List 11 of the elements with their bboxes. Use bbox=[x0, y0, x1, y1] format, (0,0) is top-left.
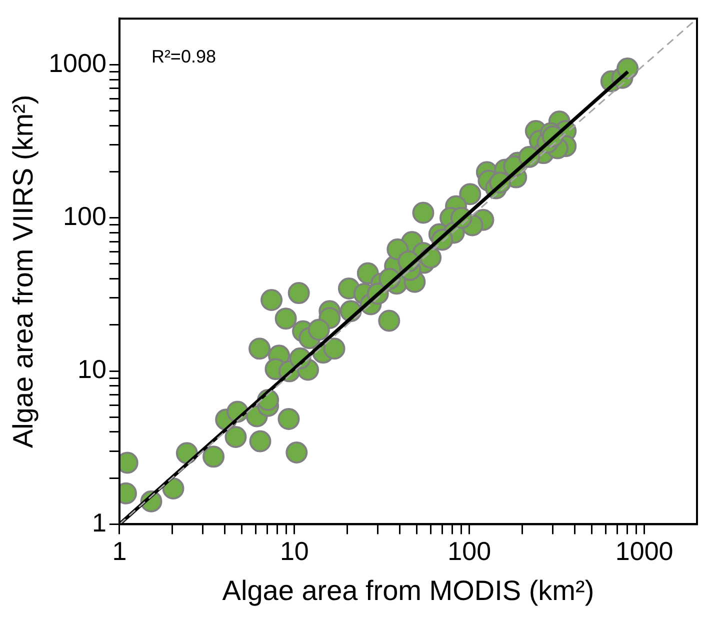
x-tick-label: 1000 bbox=[615, 536, 674, 566]
y-tick-label: 1 bbox=[92, 507, 106, 538]
x-tick-label: 10 bbox=[280, 536, 309, 566]
y-tick-label: 10 bbox=[78, 354, 106, 384]
y-tick-label: 1000 bbox=[48, 48, 106, 78]
x-tick-label: 1 bbox=[112, 536, 127, 566]
y-axis-title: Algae area from VIIRS (km²) bbox=[8, 94, 39, 448]
x-axis-title: Algae area from MODIS (km²) bbox=[222, 574, 594, 606]
x-tick-label: 100 bbox=[448, 536, 492, 566]
annotation: R²=0.98 bbox=[151, 46, 216, 67]
y-tick-label: 100 bbox=[63, 201, 106, 232]
